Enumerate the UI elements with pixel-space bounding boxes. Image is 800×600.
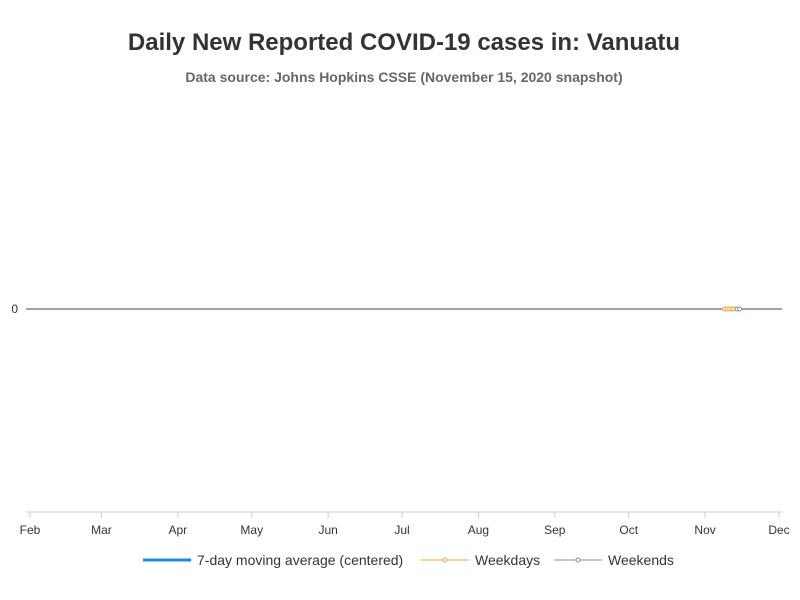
x-tick-label: Aug — [468, 523, 489, 537]
x-tick-label: Oct — [619, 523, 638, 537]
data-point — [737, 306, 743, 312]
series-weekends — [734, 306, 743, 312]
series-weekdays — [722, 306, 738, 312]
x-tick-label: May — [240, 523, 263, 537]
x-tick-label: Nov — [694, 523, 715, 537]
legend-label: Weekends — [608, 552, 674, 568]
x-tick-label: Dec — [768, 523, 789, 537]
x-tick-label: Jul — [394, 523, 409, 537]
chart-subtitle: Data source: Johns Hopkins CSSE (Novembe… — [185, 69, 623, 85]
legend-marker — [575, 557, 581, 563]
legend: 7-day moving average (centered) Weekdays W… — [143, 552, 674, 568]
legend-item: Weekdays — [421, 552, 540, 568]
legend-item: 7-day moving average (centered) — [143, 552, 403, 568]
x-tick-label: Sep — [544, 523, 566, 537]
series-layer — [722, 306, 743, 312]
legend-label: 7-day moving average (centered) — [197, 552, 403, 568]
legend-label: Weekdays — [475, 552, 540, 568]
x-tick-label: Jun — [318, 523, 337, 537]
x-tick-label: Mar — [91, 523, 112, 537]
legend-marker — [442, 557, 448, 563]
legend-item: Weekends — [554, 552, 674, 568]
x-axis-ticks: Feb Mar Apr May Jun Jul Aug Sep Oct Nov Dec — [20, 512, 790, 537]
y-axis-ticks: 0 — [11, 302, 18, 316]
chart-title: Daily New Reported COVID-19 cases in: Va… — [127, 29, 681, 56]
x-axis: Feb Mar Apr May Jun Jul Aug Sep Oct Nov Dec — [20, 511, 790, 537]
x-tick-label: Feb — [20, 523, 41, 537]
x-tick-label: Apr — [168, 523, 187, 537]
y-tick-label: 0 — [11, 302, 18, 316]
